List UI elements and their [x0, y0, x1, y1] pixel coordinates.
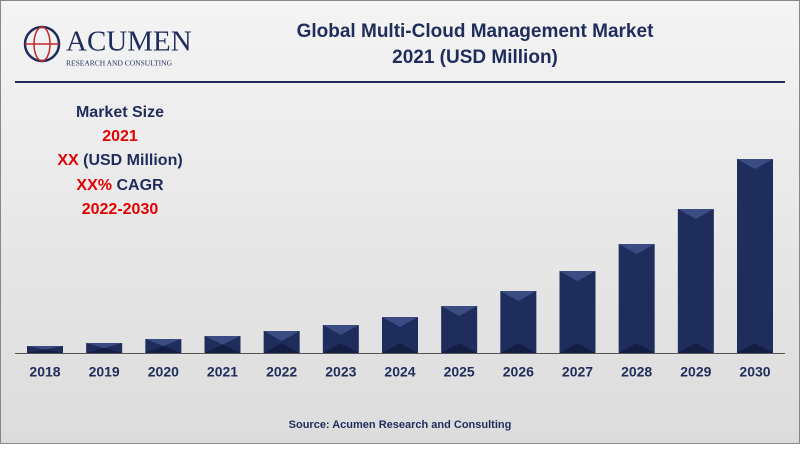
chart-title: 2021 (USD Million) — [392, 47, 558, 68]
bar-bevel — [500, 291, 537, 301]
bar-bevel — [27, 349, 63, 353]
source: Source: Acumen Research and Consulting — [289, 419, 512, 431]
market-heading: Market Size — [76, 104, 164, 121]
x-tick-label: 2019 — [89, 364, 120, 380]
bar-bevel — [145, 339, 182, 346]
bar-bevel — [559, 343, 596, 353]
size-value: XX — [57, 152, 79, 169]
bar-bevel — [441, 306, 478, 316]
logo-name: ACUMEN — [66, 26, 192, 58]
bar-bevel — [382, 343, 418, 353]
market-size: XX (USD Million) — [57, 152, 182, 169]
bar-bevel — [263, 343, 300, 353]
x-tick-label: 2023 — [325, 364, 356, 380]
bar-bevel — [86, 343, 123, 348]
bar-bevel — [737, 343, 773, 353]
bar — [263, 331, 300, 353]
bar — [677, 209, 714, 353]
logo-tagline: RESEARCH AND CONSULTING — [66, 59, 173, 68]
bar — [500, 291, 537, 353]
x-tick-label: 2022 — [266, 364, 297, 380]
bar-bevel — [559, 271, 596, 281]
market-period: 2022-2030 — [82, 201, 159, 218]
bar-bevel — [500, 343, 537, 353]
logo: ACUMEN RESEARCH AND CONSULTING — [23, 26, 192, 68]
bar-bevel — [441, 343, 478, 353]
bar-bevel — [322, 325, 359, 335]
bar — [618, 244, 655, 353]
x-tick-label: 2018 — [29, 364, 60, 380]
bar-bevel — [145, 346, 182, 353]
bar-bevel — [618, 343, 655, 353]
bar-bevel — [204, 344, 241, 353]
market-box: Market Size 2021 XX (USD Million) XX% CA… — [57, 104, 182, 218]
x-tick-label: 2030 — [739, 364, 770, 380]
bar-bevel — [204, 336, 241, 345]
bar — [737, 159, 773, 353]
bar-bevel — [27, 346, 63, 350]
bar — [559, 271, 596, 353]
market-cagr: XX% CAGR — [76, 177, 164, 194]
x-tick-label: 2029 — [680, 364, 711, 380]
x-tick-label: 2025 — [444, 364, 475, 380]
chart-title: Global Multi-Cloud Management Market — [297, 21, 654, 42]
x-tick-label: 2020 — [148, 364, 179, 380]
bar-bevel — [382, 317, 418, 327]
market-year: 2021 — [102, 128, 138, 145]
x-tick-label: 2021 — [207, 364, 238, 380]
x-tick-label: 2026 — [503, 364, 534, 380]
x-tick-label: 2028 — [621, 364, 652, 380]
cagr-value: XX% — [76, 177, 112, 194]
x-tick-label: 2027 — [562, 364, 593, 380]
bar-bevel — [677, 209, 714, 219]
cagr-label: CAGR — [116, 177, 164, 194]
x-tick-label: 2024 — [384, 364, 415, 380]
size-unit: (USD Million) — [83, 152, 183, 169]
bar-bevel — [677, 343, 714, 353]
bar-bevel — [322, 343, 359, 353]
bar-bevel — [86, 348, 123, 353]
bar-bevel — [737, 159, 773, 169]
bar-bevel — [263, 331, 300, 341]
bar-bevel — [618, 244, 655, 254]
